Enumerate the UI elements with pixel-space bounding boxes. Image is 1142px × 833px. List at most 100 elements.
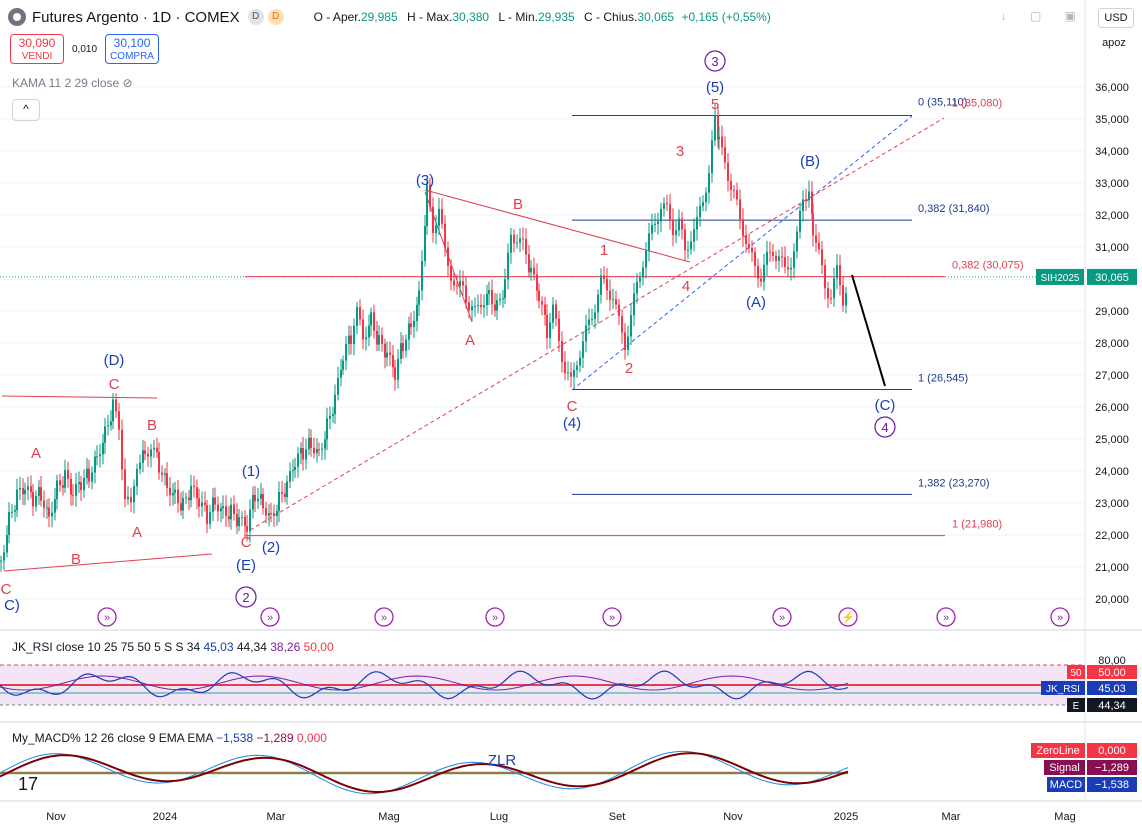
candle-body bbox=[760, 278, 762, 282]
candle-body bbox=[217, 504, 219, 512]
candle-body bbox=[675, 230, 677, 236]
x-tick-label: 2024 bbox=[153, 811, 177, 823]
wave-label: A bbox=[132, 524, 142, 541]
candle-body bbox=[158, 452, 160, 473]
fib-level-label: 0,382 (31,840) bbox=[918, 203, 990, 215]
event-marker-icon[interactable] bbox=[772, 607, 792, 627]
candle-body bbox=[468, 302, 470, 311]
rsi-tag-label: 50 bbox=[1070, 668, 1082, 679]
candle-body bbox=[345, 343, 347, 361]
candle-body bbox=[182, 498, 184, 511]
event-marker-icon[interactable] bbox=[602, 607, 622, 627]
ohlc-readout: O - Aper.29,985 H - Max.30,380 L - Min.2… bbox=[313, 10, 771, 24]
candle-body bbox=[228, 516, 230, 520]
candle-body bbox=[397, 358, 399, 380]
candle-body bbox=[62, 485, 64, 488]
y-tick-label: 25,000 bbox=[1095, 434, 1129, 446]
currency-selector[interactable]: USD bbox=[1098, 8, 1134, 28]
candle-body bbox=[621, 316, 623, 333]
rsi-legend[interactable]: JK_RSI close 10 25 75 50 5 S S 34 45,03 … bbox=[12, 640, 334, 654]
candle-body bbox=[284, 493, 286, 497]
candle-body bbox=[408, 323, 410, 340]
candle-body bbox=[721, 136, 723, 148]
last-price-label: 30,065 bbox=[1095, 272, 1129, 284]
candle-body bbox=[648, 233, 650, 251]
wave-label: (4) bbox=[563, 415, 581, 432]
candle-body bbox=[177, 489, 179, 504]
event-marker-glyph: » bbox=[381, 612, 387, 624]
trend-line bbox=[249, 117, 945, 531]
y-tick-label: 20,000 bbox=[1095, 594, 1129, 606]
wave-label: B bbox=[513, 196, 523, 213]
tradingview-logo: 17 bbox=[18, 774, 38, 794]
candle-body bbox=[112, 399, 114, 422]
y-tick-label: 35,000 bbox=[1095, 114, 1129, 126]
spread-value: 0,010 bbox=[72, 43, 98, 55]
event-marker-icon[interactable] bbox=[260, 607, 280, 627]
candle-body bbox=[516, 242, 518, 244]
buy-button[interactable]: 30,100 COMPRA bbox=[105, 34, 160, 64]
wave-label: 3 bbox=[711, 54, 718, 69]
wave-label: C bbox=[109, 376, 120, 393]
candle-body bbox=[305, 449, 307, 460]
candle-body bbox=[238, 517, 240, 527]
eye-hidden-icon[interactable]: ⊘ bbox=[122, 76, 133, 90]
event-marker-icon[interactable] bbox=[936, 607, 956, 627]
candle-body bbox=[576, 365, 578, 371]
candle-body bbox=[222, 506, 224, 509]
candle-body bbox=[772, 251, 774, 256]
symbol-title[interactable]: Futures Argento · 1D · COMEX bbox=[32, 8, 240, 26]
candle-body bbox=[465, 285, 467, 303]
y-tick-label: 29,000 bbox=[1095, 306, 1129, 318]
exchange-logo-icon bbox=[8, 8, 26, 26]
sell-button[interactable]: 30,090 VENDI bbox=[10, 34, 64, 64]
candle-body bbox=[453, 280, 455, 286]
x-tick-label: Nov bbox=[46, 811, 66, 823]
fib-level-label: 0 (35,110) bbox=[918, 96, 967, 108]
candle-body bbox=[35, 495, 37, 507]
candle-body bbox=[254, 494, 256, 502]
candle-body bbox=[40, 487, 42, 501]
candle-body bbox=[59, 480, 61, 486]
candle-body bbox=[429, 184, 431, 207]
candle-body bbox=[368, 325, 370, 338]
event-marker-icon[interactable] bbox=[1050, 607, 1070, 627]
candle-body bbox=[615, 299, 617, 305]
candle-body bbox=[72, 494, 74, 496]
rsi-tag bbox=[1067, 665, 1085, 679]
y-tick-label: 28,000 bbox=[1095, 338, 1129, 350]
macd-legend[interactable]: My_MACD% 12 26 close 9 EMA EMA −1,538 −1… bbox=[12, 731, 327, 745]
candle-body bbox=[43, 500, 45, 508]
candle-body bbox=[144, 450, 146, 454]
candle-body bbox=[805, 199, 807, 201]
candle-body bbox=[603, 275, 605, 279]
event-marker-icon[interactable] bbox=[97, 607, 117, 627]
scale-mode-button[interactable]: apoz bbox=[1102, 37, 1126, 49]
candle-body bbox=[156, 447, 158, 453]
x-tick-label: Mar bbox=[267, 811, 286, 823]
event-marker-icon[interactable] bbox=[485, 607, 505, 627]
candle-body bbox=[270, 513, 272, 515]
candle-body bbox=[678, 218, 680, 231]
candle-body bbox=[474, 306, 476, 308]
candle-body bbox=[356, 306, 358, 326]
candle-body bbox=[757, 265, 759, 279]
kama-indicator-legend[interactable]: KAMA 11 2 29 close ⊘ bbox=[12, 76, 133, 90]
y-tick-label: 32,000 bbox=[1095, 210, 1129, 222]
event-marker-icon[interactable] bbox=[838, 607, 858, 627]
rsi-tag-value: 45,03 bbox=[1098, 683, 1126, 695]
delay-badge-icon[interactable]: D bbox=[247, 9, 264, 25]
trend-line bbox=[851, 274, 886, 387]
candle-body bbox=[504, 279, 506, 299]
pane-controls[interactable]: ↓ ▢ ▣ bbox=[1000, 9, 1086, 23]
wave-label: B bbox=[71, 551, 81, 568]
event-marker-glyph: » bbox=[104, 612, 110, 624]
collapse-legend-button[interactable]: ^ bbox=[12, 99, 40, 121]
candle-body bbox=[530, 267, 532, 273]
candle-body bbox=[196, 487, 198, 499]
data-badge-icon[interactable]: D bbox=[267, 9, 284, 25]
candle-body bbox=[717, 114, 719, 140]
event-marker-icon[interactable] bbox=[374, 607, 394, 627]
candle-body bbox=[169, 487, 171, 496]
